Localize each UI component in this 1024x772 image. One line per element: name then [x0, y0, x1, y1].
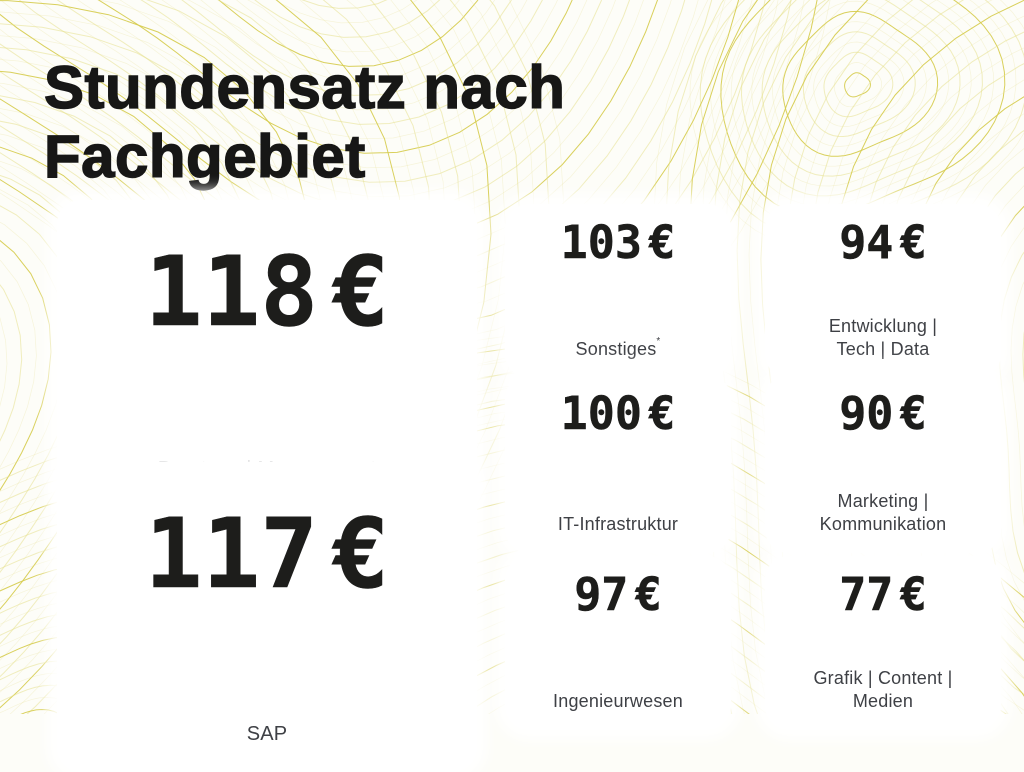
rate-value: 77 €: [839, 572, 927, 618]
rate-label: Ingenieurwesen: [553, 690, 683, 711]
rate-label: Entwicklung | Tech | Data: [828, 315, 938, 359]
rate-number: 100: [560, 387, 642, 440]
rate-number: 77: [839, 568, 894, 621]
rate-number: 103: [560, 216, 642, 269]
rate-value: 100 €: [560, 391, 675, 437]
rate-value: 118 €: [144, 244, 389, 341]
euro-sign: €: [331, 498, 390, 610]
euro-sign: €: [648, 387, 676, 440]
rate-value: 103 €: [560, 220, 675, 266]
card-sap: 117 € SAP: [57, 462, 477, 772]
euro-sign: €: [634, 568, 662, 621]
euro-sign: €: [331, 236, 390, 348]
card-it-infrastruktur: 100 € IT-Infrastruktur: [505, 375, 731, 553]
rate-label: Sonstiges*: [575, 336, 661, 359]
rate-number: 90: [839, 387, 894, 440]
footnote-asterisk: *: [656, 336, 661, 348]
rate-value: 90 €: [839, 391, 927, 437]
card-beratung-management: 118€ Beratung | Management: [57, 200, 477, 507]
rate-label: Grafik | Content | Medien: [813, 667, 953, 711]
euro-sign: €: [899, 387, 927, 440]
rate-label: SAP: [246, 723, 288, 745]
rate-label: IT-Infrastruktur: [557, 513, 679, 534]
rate-value: 117 €: [144, 506, 389, 603]
page-title: Stundensatz nach Fachgebiet: [43, 53, 566, 190]
euro-sign: €: [648, 216, 676, 269]
rate-value: 94 €: [839, 220, 927, 266]
card-ingenieurwesen: 97 € Ingenieurwesen: [505, 556, 731, 730]
card-marketing-kommunikation: 90 € Marketing | Kommunikation: [765, 375, 1001, 553]
rate-number: 117: [144, 498, 319, 610]
card-grafik-content-medien: 77 € Grafik | Content | Medien: [765, 556, 1001, 730]
card-sonstiges: 103 € Sonstiges*: [505, 204, 731, 378]
rate-number: 94: [839, 216, 894, 269]
rate-value: 97 €: [574, 572, 662, 618]
euro-sign: €: [899, 568, 927, 621]
rate-label: Marketing | Kommunikation: [819, 490, 947, 534]
euro-sign: €: [899, 216, 927, 269]
rate-number: 118: [144, 236, 319, 348]
card-entwicklung-tech-data: 94 € Entwicklung | Tech | Data: [765, 204, 1001, 378]
rate-number: 97: [574, 568, 629, 621]
